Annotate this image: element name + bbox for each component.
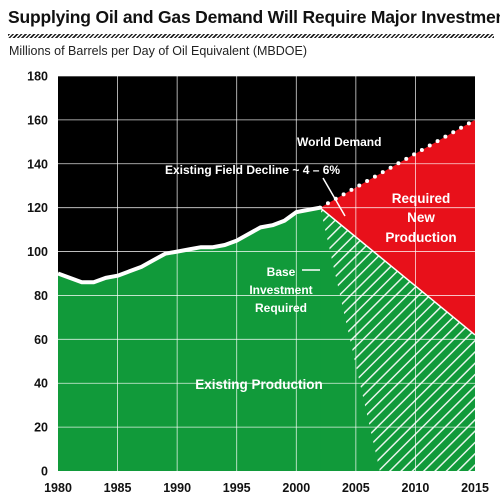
required-new-production-area <box>320 119 475 335</box>
annotation-field-decline-pointer <box>322 177 346 217</box>
annotation-required-new-2: New <box>407 210 435 225</box>
y-tick-label: 0 <box>41 465 48 479</box>
y-tick-label: 120 <box>27 201 48 215</box>
annotation-required-new-1: Required <box>392 191 451 206</box>
world-demand-forecast-line <box>318 117 477 210</box>
x-tick-label: 1985 <box>104 481 132 495</box>
annotation-base-investment-3: Required <box>255 301 307 315</box>
world-demand-historic-line <box>57 205 321 285</box>
title-rule <box>8 34 494 38</box>
annotation-world-demand: World Demand <box>297 135 381 149</box>
annotation-required-new-3: Production <box>385 230 456 245</box>
x-tick-label: 2010 <box>402 481 430 495</box>
annotation-base-investment-1: Base <box>267 265 296 279</box>
annotation-existing-production: Existing Production <box>195 377 323 392</box>
y-tick-label: 60 <box>34 333 48 347</box>
y-tick-label: 180 <box>27 70 48 84</box>
x-tick-label: 2015 <box>461 481 489 495</box>
chart-subtitle: Millions of Barrels per Day of Oil Equiv… <box>9 44 308 58</box>
y-tick-label: 80 <box>34 289 48 303</box>
x-tick-label: 1990 <box>163 481 191 495</box>
x-tick-label: 1995 <box>223 481 251 495</box>
existing-field-decline-line <box>319 207 476 336</box>
x-tick-label: 1980 <box>44 481 72 495</box>
y-tick-label: 100 <box>27 245 48 259</box>
y-tick-label: 20 <box>34 421 48 435</box>
annotation-field-decline: Existing Field Decline ~ 4 – 6% <box>165 163 340 177</box>
existing-production-fill <box>320 207 380 471</box>
x-tick-label: 2000 <box>282 481 310 495</box>
chart-title: Supplying Oil and Gas Demand Will Requir… <box>8 7 500 27</box>
y-tick-label: 140 <box>27 157 48 171</box>
y-tick-label: 40 <box>34 377 48 391</box>
y-tick-label: 160 <box>27 113 48 127</box>
annotation-base-investment-2: Investment <box>249 283 312 297</box>
x-tick-label: 2005 <box>342 481 370 495</box>
